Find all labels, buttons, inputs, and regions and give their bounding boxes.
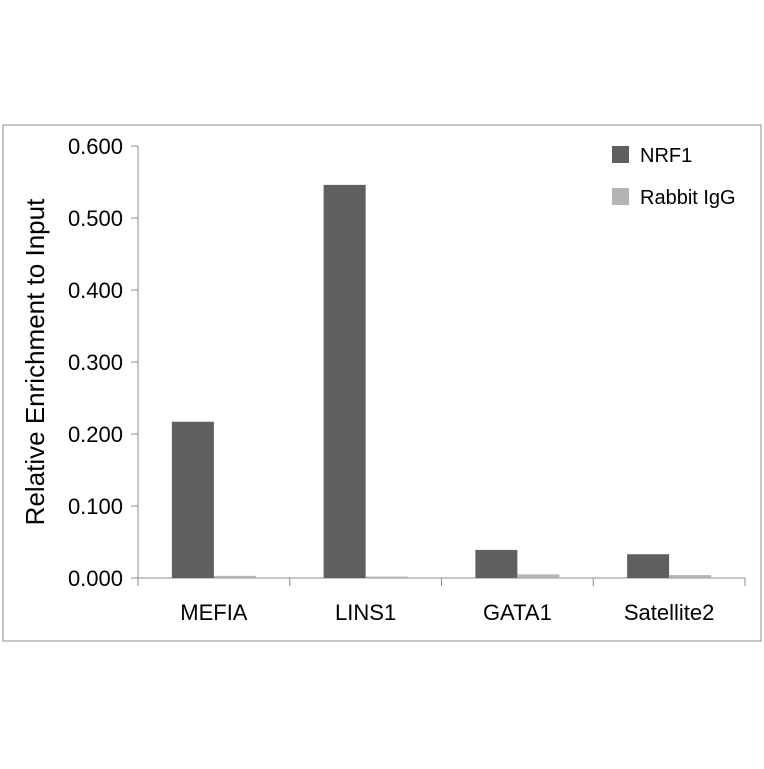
y-tick-label: 0.000: [68, 566, 123, 591]
y-tick-label: 0.300: [68, 350, 123, 375]
x-tick-label: LINS1: [335, 600, 396, 625]
legend-swatch: [612, 146, 629, 163]
legend: NRF1 Rabbit IgG: [612, 145, 736, 209]
x-tick-label: Satellite2: [624, 600, 715, 625]
y-tick-label: 0.100: [68, 494, 123, 519]
bar-nrf1: [627, 554, 670, 578]
axes: 0.000 0.100 0.200 0.300 0.400 0.500 0.600 MEFIA…: [68, 134, 746, 625]
legend-swatch: [612, 188, 629, 205]
bars: [171, 184, 712, 578]
legend-label: NRF1: [640, 145, 692, 167]
y-tick-label: 0.500: [68, 206, 123, 231]
bar-rabbit-igg: [213, 575, 256, 578]
y-tick-label: 0.600: [68, 134, 123, 159]
legend-label: Rabbit IgG: [640, 187, 736, 209]
y-tick-label: 0.400: [68, 278, 123, 303]
bar-nrf1: [323, 184, 366, 578]
y-tick-label: 0.200: [68, 422, 123, 447]
x-tick-label: MEFIA: [180, 600, 248, 625]
bar-rabbit-igg: [517, 574, 560, 578]
bar-rabbit-igg: [669, 575, 712, 578]
bar-nrf1: [475, 549, 518, 578]
x-tick-label: GATA1: [483, 600, 552, 625]
y-axis-label: Relative Enrichment to Input: [20, 198, 50, 525]
bar-rabbit-igg: [365, 576, 408, 578]
bar-nrf1: [171, 421, 214, 578]
